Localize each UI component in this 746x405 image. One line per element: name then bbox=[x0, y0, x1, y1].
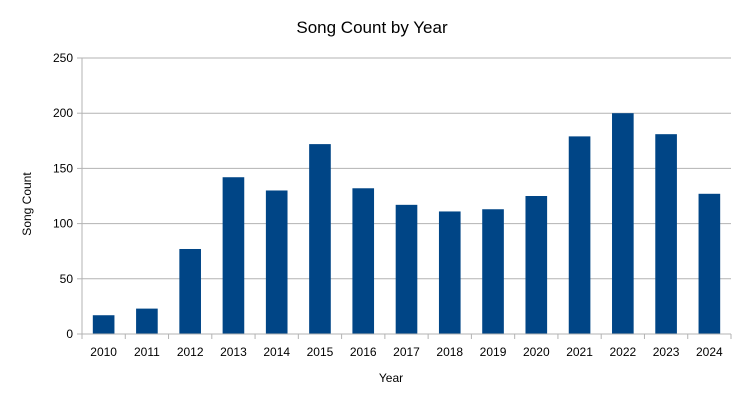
y-tick-label: 50 bbox=[60, 272, 74, 286]
y-tick-label: 200 bbox=[53, 106, 73, 120]
bar-2017 bbox=[395, 204, 418, 334]
bar-2014 bbox=[265, 190, 288, 334]
x-tick-label: 2016 bbox=[350, 345, 377, 359]
bar-2016 bbox=[352, 188, 375, 334]
y-tick-label: 100 bbox=[53, 217, 73, 231]
y-tick-label: 150 bbox=[53, 161, 73, 175]
bar-2024 bbox=[698, 193, 721, 334]
x-tick-label: 2010 bbox=[90, 345, 117, 359]
y-tick-labels: 0 50 100 150 200 250 bbox=[53, 51, 73, 341]
bar-2013 bbox=[222, 177, 245, 334]
x-tick-label: 2014 bbox=[263, 345, 290, 359]
bar-2012 bbox=[179, 248, 201, 334]
x-axis-label: Year bbox=[379, 371, 403, 385]
bar-2021 bbox=[568, 136, 591, 334]
x-tick-label: 2022 bbox=[609, 345, 636, 359]
x-tick-label: 2019 bbox=[480, 345, 507, 359]
axes bbox=[81, 58, 732, 339]
x-tick-label: 2011 bbox=[134, 345, 160, 359]
x-tick-label: 2018 bbox=[436, 345, 463, 359]
x-tick-label: 2015 bbox=[307, 345, 334, 359]
x-tick-label: 2013 bbox=[220, 345, 247, 359]
bar-2011 bbox=[136, 308, 158, 334]
bar-2023 bbox=[655, 134, 677, 334]
x-tick-label: 2023 bbox=[653, 345, 680, 359]
y-tick-label: 0 bbox=[66, 327, 73, 341]
x-tick-label: 2024 bbox=[696, 345, 723, 359]
x-tick-label: 2020 bbox=[523, 345, 550, 359]
x-tick-label: 2021 bbox=[566, 345, 593, 359]
bars bbox=[92, 113, 721, 334]
x-tick-labels: 2010 2011 2012 2013 2014 2015 2016 2017 2018 2019… bbox=[90, 345, 723, 359]
x-tick-label: 2012 bbox=[177, 345, 204, 359]
bar-2015 bbox=[309, 144, 331, 334]
chart-title: Song Count by Year bbox=[296, 18, 448, 37]
bar-2018 bbox=[438, 211, 461, 334]
x-tick-label: 2017 bbox=[393, 345, 420, 359]
bar-2022 bbox=[612, 113, 634, 334]
bar-2010 bbox=[92, 315, 115, 334]
y-axis-label: Song Count bbox=[20, 172, 34, 236]
bar-2019 bbox=[482, 209, 504, 334]
y-tick-label: 250 bbox=[53, 51, 73, 65]
bar-2020 bbox=[525, 196, 548, 334]
